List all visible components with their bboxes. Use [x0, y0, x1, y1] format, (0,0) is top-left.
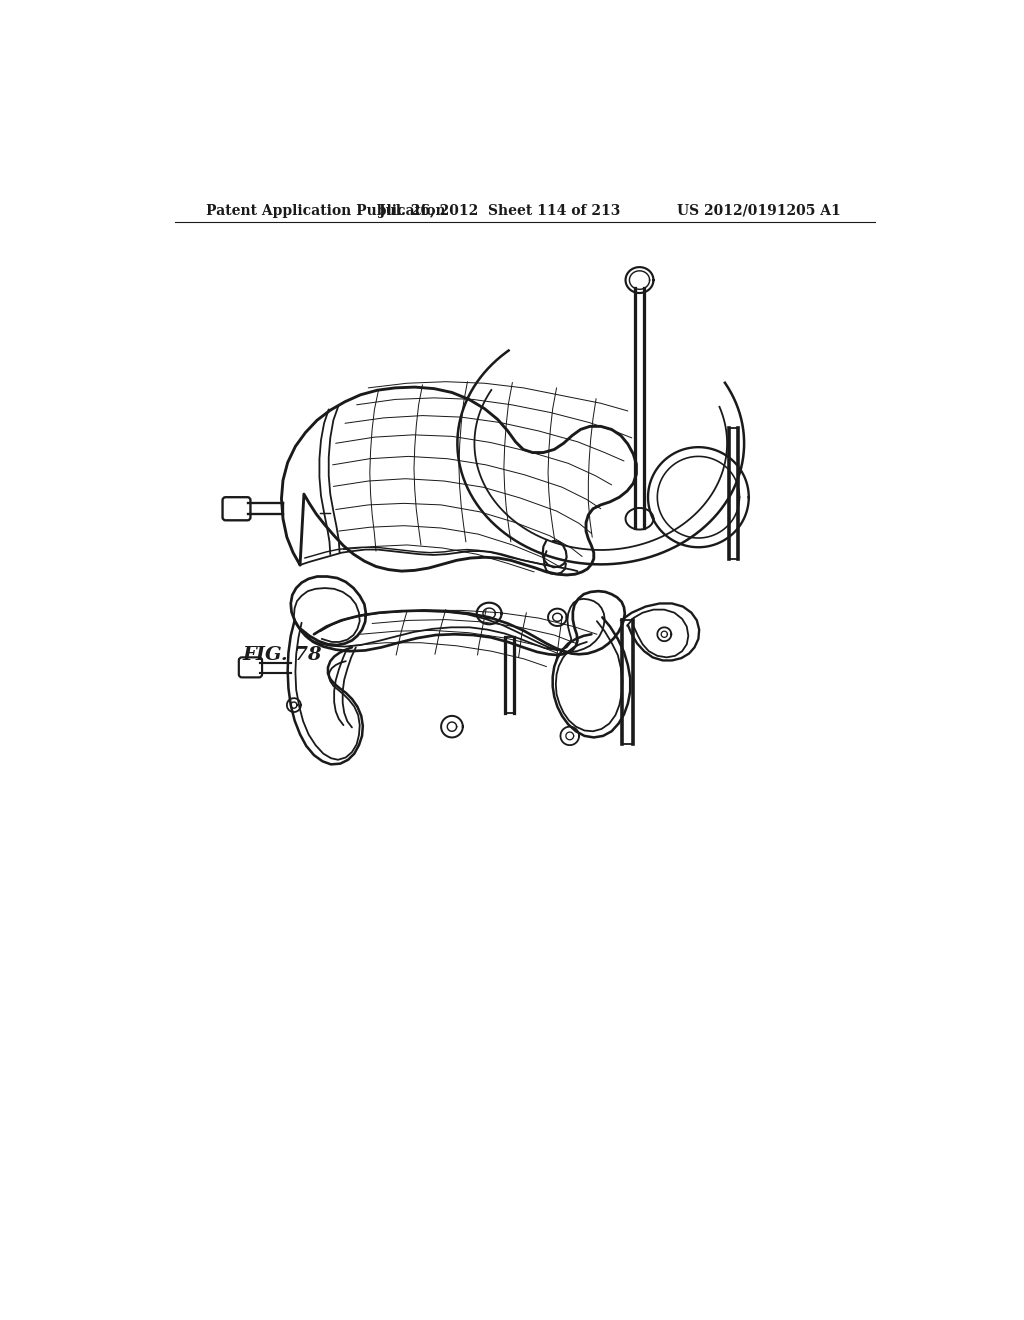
Text: Patent Application Publication: Patent Application Publication [206, 203, 445, 218]
Text: US 2012/0191205 A1: US 2012/0191205 A1 [677, 203, 841, 218]
Text: Jul. 26, 2012  Sheet 114 of 213: Jul. 26, 2012 Sheet 114 of 213 [379, 203, 621, 218]
Text: FIG. 78: FIG. 78 [243, 645, 323, 664]
